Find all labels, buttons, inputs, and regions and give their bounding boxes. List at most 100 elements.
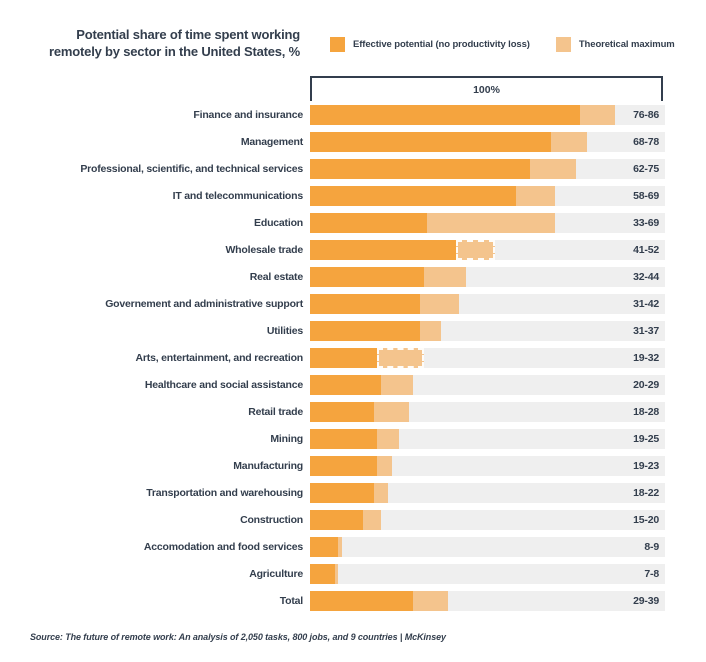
bar-row: Arts, entertainment, and recreation 19-32 [0, 348, 706, 369]
theoretical-maximum-segment [579, 105, 616, 126]
effective-potential-segment [310, 294, 421, 315]
category-label: Healthcare and social assistance [144, 379, 303, 392]
chart-title: Potential share of time spent working re… [28, 27, 300, 60]
bar-track: 76-86 [310, 105, 665, 126]
category-label: Mining [270, 433, 303, 446]
bar-track: 62-75 [310, 159, 665, 180]
bar-row: Healthcare and social assistance 20-29 [0, 375, 706, 396]
value-range-label: 32-44 [633, 271, 659, 284]
bar-row: Wholesale trade 41-52 [0, 240, 706, 261]
value-range-label: 68-78 [633, 136, 659, 149]
theoretical-maximum-segment [412, 591, 449, 612]
bar-track: 19-25 [310, 429, 665, 450]
effective-potential-segment [310, 105, 580, 126]
effective-potential-segment [310, 132, 552, 153]
bar-row: Education 33-69 [0, 213, 706, 234]
category-label: Arts, entertainment, and recreation [135, 352, 304, 365]
legend: Effective potential (no productivity los… [330, 37, 675, 52]
source-note: Source: The future of remote work: An an… [30, 632, 446, 643]
theoretical-maximum-segment [515, 186, 555, 207]
effective-potential-segment [310, 240, 456, 261]
chart-title-line-2: remotely by sector in the United States,… [49, 43, 300, 59]
bar-row: IT and telecommunications 58-69 [0, 186, 706, 207]
effective-potential-segment [310, 510, 364, 531]
value-range-label: 8-9 [644, 541, 659, 554]
bar-track: 41-52 [310, 240, 665, 261]
value-range-label: 20-29 [633, 379, 659, 392]
theoretical-maximum-segment [377, 456, 392, 477]
category-label: IT and telecommunications [172, 190, 304, 203]
theoretical-maximum-segment [334, 564, 339, 585]
chart-header: Potential share of time spent working re… [0, 0, 706, 60]
theoretical-maximum-segment [423, 267, 467, 288]
bar-row: Manufacturing 19-23 [0, 456, 706, 477]
theoretical-maximum-segment [530, 159, 577, 180]
bar-rows: Finance and insurance 76-86 Management 68-7… [0, 105, 706, 612]
category-label: Manufacturing [233, 460, 303, 473]
category-label: Agriculture [249, 568, 303, 581]
bar-row: Mining 19-25 [0, 429, 706, 450]
value-range-label: 19-25 [633, 433, 659, 446]
effective-potential-swatch-icon [330, 37, 345, 52]
legend-item-effective-potential: Effective potential (no productivity los… [330, 37, 530, 52]
theoretical-maximum-segment [420, 321, 442, 342]
value-range-label: 19-23 [633, 460, 659, 473]
value-range-label: 76-86 [633, 109, 659, 122]
bar-track: 20-29 [310, 375, 665, 396]
bar-row: Total 29-39 [0, 591, 706, 612]
category-label: Accomodation and food services [143, 541, 303, 554]
value-range-label: 19-32 [633, 352, 659, 365]
bar-row: Management 68-78 [0, 132, 706, 153]
category-label: Management [240, 136, 303, 149]
theoretical-maximum-segment [373, 483, 389, 504]
theoretical-maximum-segment [377, 429, 399, 450]
bar-track: 32-44 [310, 267, 665, 288]
category-label: Professional, scientific, and technical … [80, 163, 303, 176]
value-range-label: 62-75 [633, 163, 659, 176]
axis-100-percent-label: 100% [473, 83, 500, 96]
category-label: Utilities [266, 325, 303, 338]
bar-track: 15-20 [310, 510, 665, 531]
effective-potential-segment [310, 537, 339, 558]
bar-row: Finance and insurance 76-86 [0, 105, 706, 126]
effective-potential-segment [310, 213, 428, 234]
theoretical-maximum-segment [551, 132, 587, 153]
bar-row: Professional, scientific, and technical … [0, 159, 706, 180]
theoretical-maximum-segment [420, 294, 460, 315]
bar-track: 19-23 [310, 456, 665, 477]
bar-row: Accomodation and food services 8-9 [0, 537, 706, 558]
theoretical-maximum-segment [381, 375, 413, 396]
bar-row: Transportation and warehousing 18-22 [0, 483, 706, 504]
effective-potential-segment [310, 564, 335, 585]
bar-track: 58-69 [310, 186, 665, 207]
effective-potential-segment [310, 348, 378, 369]
category-label: Retail trade [248, 406, 303, 419]
value-range-label: 18-22 [633, 487, 659, 500]
bar-row: Construction 15-20 [0, 510, 706, 531]
bar-row: Governement and administrative support 31… [0, 294, 706, 315]
bar-track: 31-37 [310, 321, 665, 342]
value-range-label: 15-20 [633, 514, 659, 527]
category-label: Total [279, 595, 304, 608]
axis-100-percent-bracket: 100% [310, 76, 663, 102]
bar-row: Retail trade 18-28 [0, 402, 706, 423]
effective-potential-segment [310, 321, 421, 342]
theoretical-maximum-segment [377, 348, 424, 369]
theoretical-maximum-swatch-icon [555, 37, 571, 52]
category-label: Governement and administrative support [105, 298, 303, 311]
category-label: Education [254, 217, 303, 230]
bar-track: 31-42 [310, 294, 665, 315]
value-range-label: 58-69 [633, 190, 659, 203]
category-label: Construction [240, 514, 303, 527]
legend-label: Theoretical maximum [578, 39, 675, 50]
value-range-label: 41-52 [633, 244, 659, 257]
bar-row: Real estate 32-44 [0, 267, 706, 288]
effective-potential-segment [310, 159, 531, 180]
effective-potential-segment [310, 402, 374, 423]
value-range-label: 31-37 [633, 325, 659, 338]
theoretical-maximum-segment [427, 213, 555, 234]
effective-potential-segment [310, 591, 413, 612]
theoretical-maximum-segment [338, 537, 342, 558]
category-label: Real estate [249, 271, 303, 284]
